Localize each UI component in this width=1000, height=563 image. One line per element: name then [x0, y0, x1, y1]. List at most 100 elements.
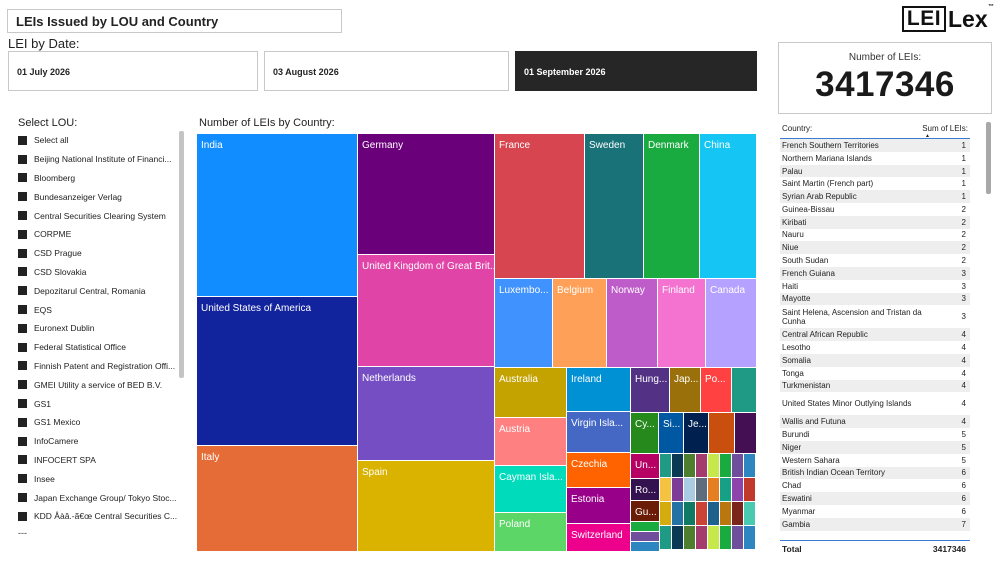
- treemap-tile-uk[interactable]: [358, 255, 494, 366]
- lou-item[interactable]: GS1 Mexico: [18, 413, 178, 432]
- checkbox-icon[interactable]: [18, 399, 27, 409]
- lou-item[interactable]: GMEI Utility a service of BED B.V.: [18, 375, 178, 394]
- treemap-tile-small[interactable]: [684, 502, 695, 525]
- treemap-tile-india[interactable]: [197, 134, 357, 296]
- lou-item[interactable]: Japan Exchange Group/ Tokyo Stoc...: [18, 488, 178, 507]
- treemap-tile-small[interactable]: [631, 532, 659, 541]
- checkbox-icon[interactable]: [18, 474, 27, 484]
- date-option-august[interactable]: 03 August 2026: [264, 51, 509, 91]
- treemap-tile-small[interactable]: [708, 454, 719, 477]
- treemap-tile-small[interactable]: [732, 454, 743, 477]
- lou-item[interactable]: Finnish Patent and Registration Offi...: [18, 357, 178, 376]
- treemap-tile-small[interactable]: [684, 478, 695, 501]
- date-option-september[interactable]: 01 September 2026: [515, 51, 757, 91]
- checkbox-icon[interactable]: [18, 229, 27, 239]
- treemap-tile-small[interactable]: [708, 526, 719, 549]
- treemap-tile-small[interactable]: [660, 478, 671, 501]
- treemap-tile-small[interactable]: [720, 526, 731, 549]
- treemap-tile-small[interactable]: [708, 478, 719, 501]
- treemap-tile-small[interactable]: [744, 502, 755, 525]
- treemap-tile-brown_small[interactable]: [709, 413, 734, 453]
- treemap-tile-small[interactable]: [708, 502, 719, 525]
- table-row[interactable]: Northern Mariana Islands 1: [780, 152, 970, 165]
- treemap-tile-japan[interactable]: [670, 368, 700, 412]
- treemap-tile-portugal[interactable]: [701, 368, 731, 412]
- treemap-tile-small[interactable]: [684, 526, 695, 549]
- table-row[interactable]: Niger 5: [780, 440, 970, 454]
- treemap-tile-small[interactable]: [660, 526, 671, 549]
- table-row[interactable]: Saint Helena, Ascension and Tristan da C…: [780, 305, 970, 328]
- lou-item[interactable]: CORPME: [18, 225, 178, 244]
- treemap-tile-small[interactable]: [720, 454, 731, 477]
- treemap-tile-canada[interactable]: [706, 279, 756, 367]
- treemap-tile-estonia[interactable]: [567, 488, 630, 523]
- treemap-tile-small[interactable]: [660, 454, 671, 477]
- lou-select-all[interactable]: Select all: [18, 131, 178, 150]
- checkbox-icon[interactable]: [18, 511, 27, 521]
- table-row[interactable]: United States Minor Outlying Islands 4: [780, 392, 970, 415]
- table-row[interactable]: Tonga 4: [780, 367, 970, 380]
- table-row[interactable]: Mayotte 3: [780, 292, 970, 306]
- treemap-tile-cyprus[interactable]: [631, 413, 658, 453]
- treemap-tile-small[interactable]: [732, 526, 743, 549]
- table-row[interactable]: Somalia 4: [780, 353, 970, 367]
- table-row[interactable]: French Southern Territories 1: [780, 139, 970, 152]
- table-row[interactable]: French Guiana 3: [780, 266, 970, 280]
- checkbox-icon[interactable]: [18, 154, 27, 164]
- treemap-tile-small[interactable]: [672, 478, 683, 501]
- treemap-tile-norway[interactable]: [607, 279, 657, 367]
- lou-item[interactable]: Euronext Dublin: [18, 319, 178, 338]
- lou-item[interactable]: EQS: [18, 300, 178, 319]
- checkbox-icon[interactable]: [18, 173, 27, 183]
- table-row[interactable]: Turkmenistan 4: [780, 379, 970, 393]
- checkbox-icon[interactable]: [18, 455, 27, 465]
- treemap-tile-ireland[interactable]: [567, 368, 630, 411]
- table-row[interactable]: Wallis and Futuna 4: [780, 415, 970, 429]
- checkbox-icon[interactable]: [18, 135, 27, 145]
- checkbox-icon[interactable]: [18, 305, 27, 315]
- treemap-tile-small[interactable]: [672, 454, 683, 477]
- treemap-tile-france[interactable]: [495, 134, 584, 278]
- treemap-tile-belgium[interactable]: [553, 279, 606, 367]
- checkbox-icon[interactable]: [18, 493, 27, 503]
- treemap-tile-small[interactable]: [631, 542, 659, 551]
- treemap-tile-purple_small[interactable]: [735, 413, 756, 453]
- table-row[interactable]: Syrian Arab Republic 1: [780, 190, 970, 203]
- lou-item[interactable]: Federal Statistical Office: [18, 338, 178, 357]
- treemap-tile-finland[interactable]: [658, 279, 705, 367]
- checkbox-icon[interactable]: [18, 192, 27, 202]
- lou-item[interactable]: Depozitarul Central, Romania: [18, 281, 178, 300]
- lou-item[interactable]: Bloomberg: [18, 169, 178, 188]
- table-row[interactable]: Burundi 5: [780, 428, 970, 441]
- treemap-tile-hungary[interactable]: [631, 368, 669, 412]
- treemap-tile-small[interactable]: [672, 502, 683, 525]
- table-row[interactable]: Haiti 3: [780, 280, 970, 293]
- lou-item[interactable]: CSD Prague: [18, 244, 178, 263]
- treemap-tile-singapore[interactable]: [659, 413, 683, 453]
- table-row[interactable]: Kiribati 2: [780, 215, 970, 229]
- treemap-tile-small[interactable]: [672, 526, 683, 549]
- table-row[interactable]: Myanmar 6: [780, 505, 970, 518]
- checkbox-icon[interactable]: [18, 417, 27, 427]
- treemap-tile-small[interactable]: [631, 522, 659, 531]
- treemap-tile-virgin[interactable]: [567, 412, 630, 452]
- table-row[interactable]: Western Sahara 5: [780, 454, 970, 467]
- treemap-tile-small[interactable]: [744, 478, 755, 501]
- table-row[interactable]: Lesotho 4: [780, 341, 970, 354]
- table-row[interactable]: South Sudan 2: [780, 254, 970, 267]
- treemap-tile-romania[interactable]: [631, 479, 659, 500]
- lou-item[interactable]: INFOCERT SPA: [18, 451, 178, 470]
- treemap-tile-germany[interactable]: [358, 134, 494, 254]
- treemap-tile-small[interactable]: [696, 454, 707, 477]
- lou-item[interactable]: GS1: [18, 394, 178, 413]
- treemap-tile-small[interactable]: [696, 478, 707, 501]
- treemap-tile-poland[interactable]: [495, 513, 566, 551]
- treemap-tile-guernsey[interactable]: [631, 501, 659, 521]
- checkbox-icon[interactable]: [18, 380, 27, 390]
- checkbox-icon[interactable]: [18, 248, 27, 258]
- table-scrollbar[interactable]: [986, 122, 991, 194]
- treemap-tile-sweden[interactable]: [585, 134, 643, 278]
- lou-item[interactable]: Bundesanzeiger Verlag: [18, 187, 178, 206]
- table-row[interactable]: Eswatini 6: [780, 492, 970, 505]
- column-country-header[interactable]: Country:: [782, 124, 813, 133]
